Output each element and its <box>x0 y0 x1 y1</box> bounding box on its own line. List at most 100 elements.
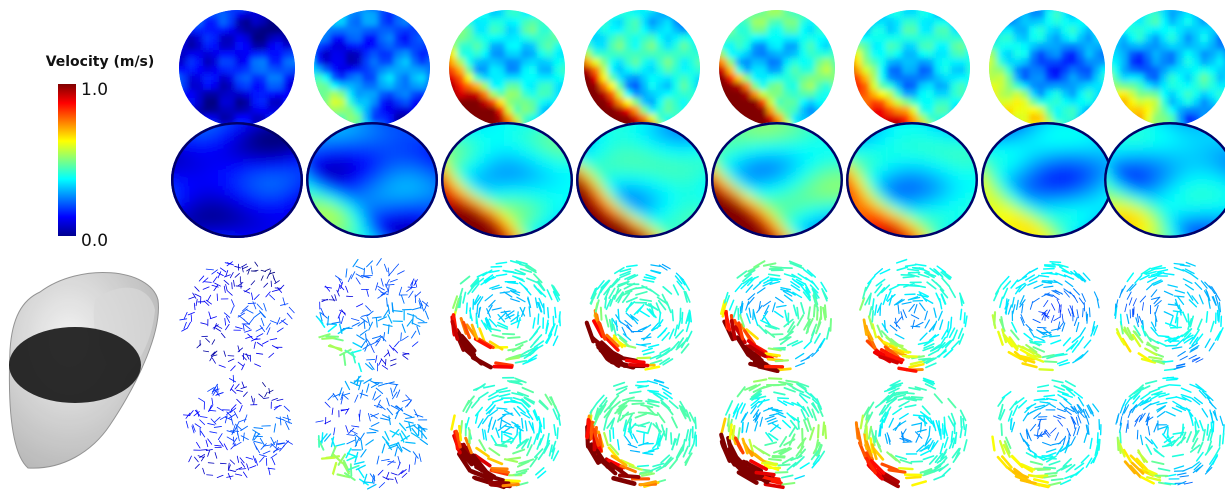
field-cell <box>442 114 451 123</box>
field-cell <box>815 10 824 19</box>
field-cell <box>592 114 601 123</box>
field-cell <box>870 122 879 131</box>
field-cell <box>299 114 308 123</box>
field-cell <box>362 210 371 219</box>
field-cell <box>426 138 435 147</box>
field-cell <box>275 26 284 35</box>
field-cell <box>322 234 331 243</box>
velocity-glyph <box>500 418 501 427</box>
field-cell <box>823 82 832 91</box>
field-cell <box>624 154 633 163</box>
field-cell <box>529 194 538 203</box>
field-cell <box>227 10 236 19</box>
field-cell <box>433 210 442 219</box>
field-cell <box>251 10 260 19</box>
field-cell <box>338 26 347 35</box>
velocity-glyph <box>508 282 518 283</box>
field-cell <box>410 146 419 155</box>
field-cell <box>330 146 339 155</box>
field-cell <box>306 50 315 59</box>
field-cell <box>489 26 498 35</box>
field-cell <box>640 26 649 35</box>
field-cell <box>434 130 443 139</box>
field-cell <box>839 74 848 83</box>
velocity-glyph <box>289 307 294 313</box>
field-cell <box>354 242 363 251</box>
field-cell <box>862 74 871 83</box>
velocity-glyph <box>357 304 363 307</box>
field-cell <box>187 90 196 99</box>
field-cell <box>878 74 887 83</box>
field-cell <box>791 130 800 139</box>
field-cell <box>584 130 593 139</box>
field-cell <box>680 2 689 11</box>
colorbar-min-label: 0.0 <box>81 231 108 251</box>
field-cell <box>489 58 498 67</box>
velocity-glyph <box>540 400 548 408</box>
field-cell <box>299 90 308 99</box>
field-cell <box>354 194 363 203</box>
field-cell <box>751 162 760 171</box>
field-cell <box>569 130 578 139</box>
field-cell <box>807 162 816 171</box>
field-cell <box>870 74 879 83</box>
field-cell <box>854 10 863 19</box>
field-cell <box>743 138 752 147</box>
velocity-glyph <box>605 297 606 308</box>
field-cell <box>656 82 665 91</box>
field-cell <box>759 74 768 83</box>
field-cell <box>410 42 419 51</box>
field-cell <box>783 194 792 203</box>
field-cell <box>743 210 752 219</box>
field-cell <box>275 82 284 91</box>
velocity-glyph <box>377 400 380 407</box>
field-cell <box>561 130 570 139</box>
velocity-glyph <box>796 363 805 366</box>
field-cell <box>704 18 713 27</box>
velocity-glyph <box>208 451 210 457</box>
field-cell <box>775 138 784 147</box>
field-cell <box>513 26 522 35</box>
field-cell <box>783 154 792 163</box>
field-cell <box>457 122 466 131</box>
field-cell <box>529 74 538 83</box>
field-cell <box>831 2 840 11</box>
field-cell <box>688 114 697 123</box>
field-cell <box>680 242 689 251</box>
field-cell <box>735 178 744 187</box>
field-cell <box>473 138 482 147</box>
field-cell <box>497 114 506 123</box>
field-cell <box>688 106 697 115</box>
velocity-glyph <box>466 418 469 428</box>
field-cell <box>743 170 752 179</box>
field-cell <box>521 114 530 123</box>
field-cell <box>314 82 323 91</box>
field-cell <box>243 138 252 147</box>
field-cell <box>712 242 721 251</box>
field-cell <box>354 226 363 235</box>
field-cell <box>719 162 728 171</box>
field-cell <box>894 66 903 75</box>
field-cell <box>505 18 514 27</box>
velocity-glyph <box>387 408 392 414</box>
field-cell <box>894 34 903 43</box>
field-cell <box>275 202 284 211</box>
field-cell <box>735 162 744 171</box>
field-cell <box>743 82 752 91</box>
field-cell <box>600 186 609 195</box>
field-cell <box>767 202 776 211</box>
field-cell <box>426 66 435 75</box>
field-cell <box>211 66 220 75</box>
field-cell <box>831 122 840 131</box>
velocity-glyph <box>243 392 247 396</box>
field-cell <box>267 82 276 91</box>
velocity-glyph <box>754 379 766 381</box>
field-cell <box>680 74 689 83</box>
field-cell <box>759 186 768 195</box>
field-cell <box>521 178 530 187</box>
field-cell <box>307 210 316 219</box>
field-cell <box>577 130 586 139</box>
field-cell <box>624 194 633 203</box>
field-cell <box>791 98 800 107</box>
field-cell <box>561 242 570 251</box>
